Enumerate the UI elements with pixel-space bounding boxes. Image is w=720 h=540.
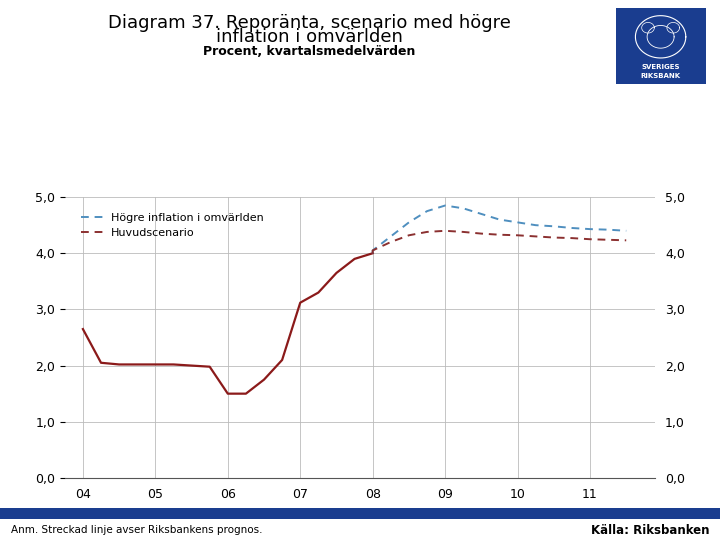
Text: Källa: Riksbanken: Källa: Riksbanken: [590, 524, 709, 537]
Text: RIKSBANK: RIKSBANK: [641, 73, 680, 79]
Text: Anm. Streckad linje avser Riksbankens prognos.: Anm. Streckad linje avser Riksbankens pr…: [11, 525, 262, 535]
Text: Diagram 37. Reporänta, scenario med högre: Diagram 37. Reporänta, scenario med högr…: [108, 14, 511, 31]
Legend: Högre inflation i omvärlden, Huvudscenario: Högre inflation i omvärlden, Huvudscenar…: [76, 208, 268, 242]
Text: inflation i omvärlden: inflation i omvärlden: [216, 28, 403, 46]
Text: Procent, kvartalsmedelvärden: Procent, kvartalsmedelvärden: [204, 45, 415, 58]
Text: SVERIGES: SVERIGES: [642, 64, 680, 70]
